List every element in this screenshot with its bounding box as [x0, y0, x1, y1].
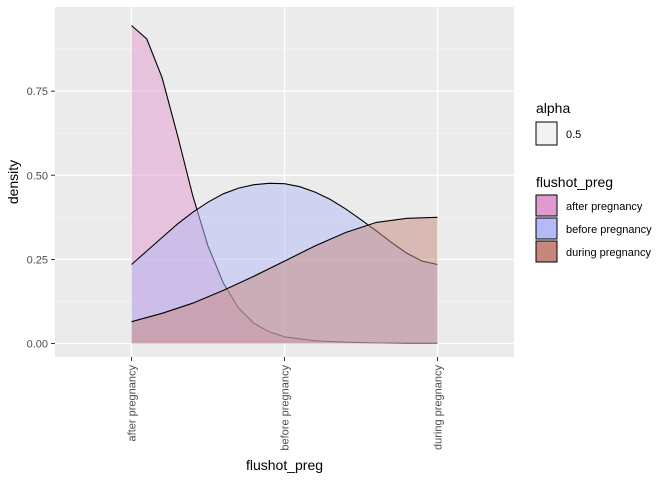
- x-tick-label: after pregnancy: [127, 365, 139, 442]
- x-tick-label: during pregnancy: [433, 365, 445, 451]
- legend-key-2: [535, 217, 558, 240]
- legend-label-2: before pregnancy: [566, 224, 652, 236]
- legend-key-1: [535, 194, 558, 217]
- x-tick-label: before pregnancy: [280, 365, 292, 451]
- y-tick-label: 0.75: [27, 86, 48, 98]
- y-tick-label: 0.25: [27, 254, 48, 266]
- x-axis: after pregnancy before pregnancy during pr…: [127, 357, 445, 451]
- y-axis: 0.00 0.25 0.50 0.75: [27, 86, 55, 351]
- density-line-3: [131, 216, 438, 323]
- y-tick-label: 0.00: [27, 339, 48, 351]
- legend-fill-title: flushot_preg: [536, 174, 613, 190]
- x-axis-title: flushot_preg: [246, 457, 323, 473]
- legend-alpha-label: 0.5: [566, 129, 581, 141]
- density-area-3: [131, 217, 438, 344]
- density-areas: [131, 25, 438, 344]
- legend-alpha: alpha 0.5: [535, 100, 581, 146]
- legend-fill: flushot_preg after pregnancy before pregn…: [535, 174, 652, 263]
- y-tick-label: 0.50: [27, 170, 48, 182]
- legend-label-3: during pregnancy: [566, 247, 652, 259]
- legend-label-1: after pregnancy: [566, 201, 643, 213]
- legend-alpha-key: [535, 121, 558, 146]
- y-axis-title: density: [5, 160, 21, 204]
- legend-key-3: [535, 240, 558, 263]
- legend-alpha-title: alpha: [536, 100, 570, 116]
